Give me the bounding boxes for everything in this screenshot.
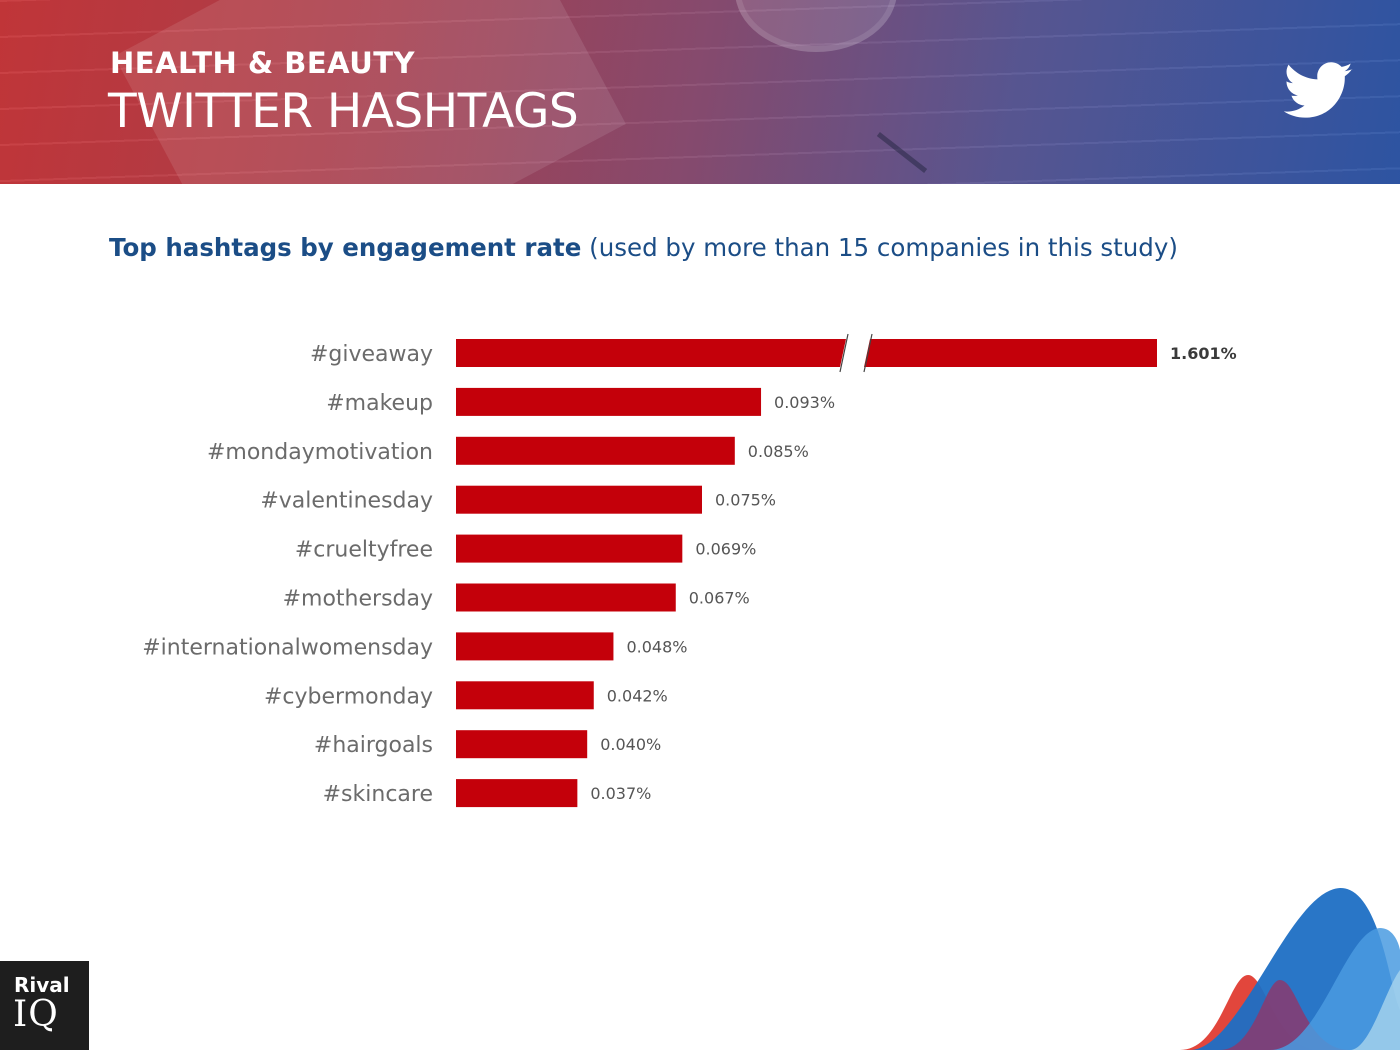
chart-subtitle: Top hashtags by engagement rate (used by… [109,233,1178,262]
bar [456,387,762,416]
bar [456,583,676,612]
category-label: #mothersday [283,587,433,612]
value-label: 0.042% [607,686,668,705]
header-banner: HEALTH & BEAUTY TWITTER HASHTAGS [0,0,1400,184]
value-label: 0.075% [715,491,776,510]
chart-subtitle-note: (used by more than 15 companies in this … [589,233,1178,262]
bar-broken-right [864,339,1157,367]
bar [456,779,578,808]
bar-broken-left [456,339,846,367]
category-label: #hairgoals [314,733,433,758]
logo-text-bottom: IQ [13,994,59,1035]
value-label: 0.085% [748,442,809,461]
category-label: #cybermonday [264,684,433,709]
value-label: 0.037% [590,784,651,803]
value-label: 0.067% [689,589,750,608]
category-label: #internationalwomensday [142,635,433,660]
rival-iq-wave-graphic [1180,887,1400,1050]
logo-text-top: Rival [14,973,70,997]
axis-break-mark [863,333,873,373]
bar [456,730,588,759]
rival-iq-logo: Rival IQ [0,961,89,1050]
page-title: TWITTER HASHTAGS [108,84,579,139]
axis-break-mark [839,333,849,373]
value-label: 0.093% [774,393,835,412]
bar [456,681,594,710]
chart-subtitle-strong: Top hashtags by engagement rate [109,233,582,262]
value-label: 0.048% [626,637,687,656]
category-label: #valentinesday [260,489,433,514]
bar [456,632,614,661]
header-background-texture [0,0,1400,184]
category-label: #makeup [326,391,433,416]
category-label: #giveaway [310,342,433,367]
bar [456,436,735,465]
value-label: 0.040% [600,735,661,754]
bar-chart: #giveaway 1.601% #makeup 0.093% #mondaymotiv… [142,333,1237,808]
value-label: 0.069% [695,540,756,559]
category-label: #crueltyfree [295,538,433,563]
category-label: #mondaymotivation [207,440,433,465]
value-label: 1.601% [1170,344,1237,363]
bar [456,534,683,563]
header-kicker: HEALTH & BEAUTY [110,46,416,80]
bar [456,485,702,514]
category-label: #skincare [323,782,433,807]
twitter-bird-icon [1284,62,1353,118]
